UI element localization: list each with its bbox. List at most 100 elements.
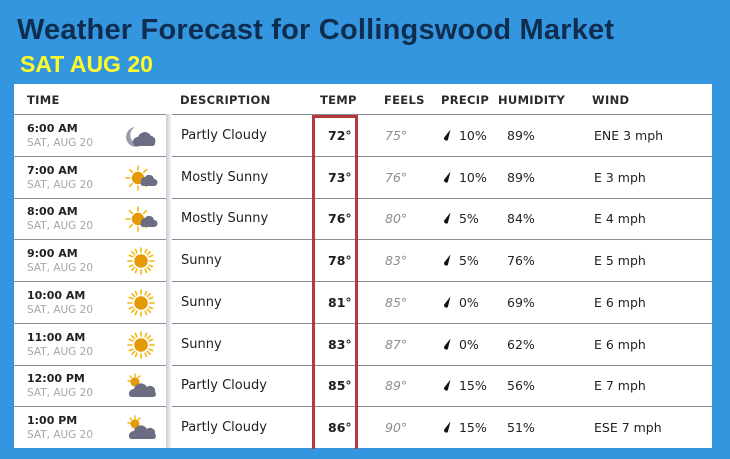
row-temp: 81° bbox=[328, 294, 352, 310]
row-humidity: 76% bbox=[507, 253, 535, 269]
sun-icon bbox=[127, 247, 155, 275]
column-header-wind: WIND bbox=[592, 93, 630, 107]
row-wind: E 4 mph bbox=[594, 211, 646, 227]
sun-icon bbox=[127, 330, 155, 359]
column-header-time: TIME bbox=[27, 93, 60, 107]
weather-icon-slot bbox=[124, 371, 158, 401]
row-feels: 87° bbox=[385, 336, 408, 352]
sun-icon bbox=[127, 288, 155, 317]
row-precip-value: 15% bbox=[458, 378, 487, 394]
row-feels: 89° bbox=[385, 378, 408, 394]
table-row: 11:00 AM SAT, AUG 20 Sunny 83° 87° 0% 62% E 6… bbox=[14, 324, 712, 366]
row-precip: 15% bbox=[443, 420, 487, 435]
row-time: 12:00 PM bbox=[27, 372, 85, 386]
raindrop-icon bbox=[444, 296, 451, 308]
row-description: Sunny bbox=[181, 253, 222, 269]
row-date: SAT, AUG 20 bbox=[27, 303, 94, 316]
row-wind: ESE 7 mph bbox=[594, 419, 662, 435]
row-temp: 78° bbox=[328, 253, 352, 269]
date-subtitle: SAT AUG 20 bbox=[20, 51, 153, 77]
raindrop-icon bbox=[444, 421, 451, 433]
weather-icon-slot bbox=[124, 330, 158, 360]
row-date: SAT, AUG 20 bbox=[27, 178, 94, 191]
row-humidity: 62% bbox=[507, 336, 535, 352]
weather-icon-slot bbox=[124, 121, 158, 151]
row-date: SAT, AUG 20 bbox=[27, 220, 94, 233]
row-time: 7:00 AM bbox=[27, 163, 78, 177]
sun-cloud-icon bbox=[125, 164, 158, 191]
row-wind: E 5 mph bbox=[594, 253, 646, 269]
row-feels: 90° bbox=[385, 419, 408, 435]
row-description: Partly Cloudy bbox=[181, 128, 267, 143]
row-description: Partly Cloudy bbox=[181, 419, 267, 435]
row-date: SAT, AUG 20 bbox=[27, 262, 94, 275]
row-feels: 83° bbox=[385, 253, 408, 269]
raindrop-icon bbox=[444, 171, 451, 183]
weather-icon-slot bbox=[124, 413, 158, 443]
row-feels: 80° bbox=[385, 211, 408, 227]
row-temp: 86° bbox=[328, 419, 352, 435]
weather-icon-slot bbox=[124, 288, 158, 318]
partly-cloudy-icon bbox=[127, 373, 156, 398]
sun-cloud-icon bbox=[125, 206, 158, 233]
table-row: 1:00 PM SAT, AUG 20 Partly Cloudy 86° 90° 1… bbox=[14, 407, 712, 448]
row-temp: 83° bbox=[328, 336, 352, 352]
row-precip: 10% bbox=[443, 128, 487, 143]
weather-icon-slot bbox=[124, 204, 158, 234]
row-humidity: 84% bbox=[507, 211, 535, 227]
row-wind: E 6 mph bbox=[594, 336, 646, 352]
row-temp: 72° bbox=[328, 128, 352, 143]
row-wind: E 6 mph bbox=[594, 294, 646, 310]
table-row: 8:00 AM SAT, AUG 20 Mostly Sunny 76° 80° 5%… bbox=[14, 198, 712, 241]
partly-cloudy-icon bbox=[127, 415, 156, 439]
temp-highlight-box bbox=[312, 115, 358, 449]
raindrop-icon bbox=[444, 212, 451, 225]
row-time: 9:00 AM bbox=[27, 247, 78, 261]
row-date: SAT, AUG 20 bbox=[27, 387, 94, 400]
table-row: 9:00 AM SAT, AUG 20 Sunny 78° 83° 5% 76% E 5 … bbox=[14, 240, 712, 283]
row-precip-value: 5% bbox=[458, 253, 479, 269]
row-description: Sunny bbox=[181, 294, 222, 310]
row-precip: 10% bbox=[443, 170, 487, 185]
row-precip: 5% bbox=[443, 211, 479, 226]
row-time: 10:00 AM bbox=[27, 288, 86, 302]
page-title: Weather Forecast for Collingswood Market bbox=[17, 14, 615, 46]
row-precip: 15% bbox=[443, 378, 487, 393]
moon-cloud-icon bbox=[126, 127, 156, 147]
row-wind: E 7 mph bbox=[594, 378, 646, 394]
table-row: 10:00 AM SAT, AUG 20 Sunny 81° 85° 0% 69% E 6… bbox=[14, 282, 712, 324]
row-precip-value: 10% bbox=[458, 169, 487, 185]
row-description: Mostly Sunny bbox=[181, 211, 269, 227]
row-time: 8:00 AM bbox=[27, 205, 78, 219]
row-temp: 76° bbox=[328, 211, 352, 227]
column-header-temp: TEMP bbox=[320, 93, 357, 107]
row-time: 6:00 AM bbox=[27, 122, 78, 135]
table-row: 7:00 AM SAT, AUG 20 Mostly Sunny 73° 76° 10… bbox=[14, 157, 712, 199]
column-header-description: DESCRIPTION bbox=[180, 93, 271, 107]
row-precip: 0% bbox=[443, 295, 479, 310]
row-precip-value: 10% bbox=[458, 128, 487, 143]
row-feels: 76° bbox=[385, 169, 408, 185]
row-humidity: 89% bbox=[507, 169, 535, 185]
table-row: 12:00 PM SAT, AUG 20 Partly Cloudy 85° 89° … bbox=[14, 365, 712, 408]
row-time: 1:00 PM bbox=[27, 413, 78, 427]
column-header-humidity: HUMIDITY bbox=[498, 93, 566, 107]
row-description: Sunny bbox=[181, 336, 222, 352]
row-description: Partly Cloudy bbox=[181, 378, 267, 394]
row-precip: 0% bbox=[443, 337, 479, 352]
raindrop-icon bbox=[444, 129, 451, 141]
table-row: 6:00 AM SAT, AUG 20 Partly Cloudy 72° 75° 1… bbox=[14, 115, 712, 157]
column-divider bbox=[166, 114, 172, 448]
row-precip-value: 5% bbox=[458, 211, 479, 227]
row-humidity: 56% bbox=[507, 378, 535, 394]
table-header: TIME DESCRIPTION TEMP FEELS PRECIP HUMID… bbox=[14, 84, 712, 115]
row-precip-value: 15% bbox=[458, 419, 487, 435]
row-temp: 85° bbox=[328, 378, 352, 394]
row-feels: 85° bbox=[385, 294, 408, 310]
row-date: SAT, AUG 20 bbox=[27, 345, 94, 358]
row-precip-value: 0% bbox=[458, 294, 479, 310]
row-humidity: 89% bbox=[507, 128, 535, 143]
row-time: 11:00 AM bbox=[27, 330, 86, 344]
row-description: Mostly Sunny bbox=[181, 169, 269, 185]
row-date: SAT, AUG 20 bbox=[27, 137, 94, 149]
